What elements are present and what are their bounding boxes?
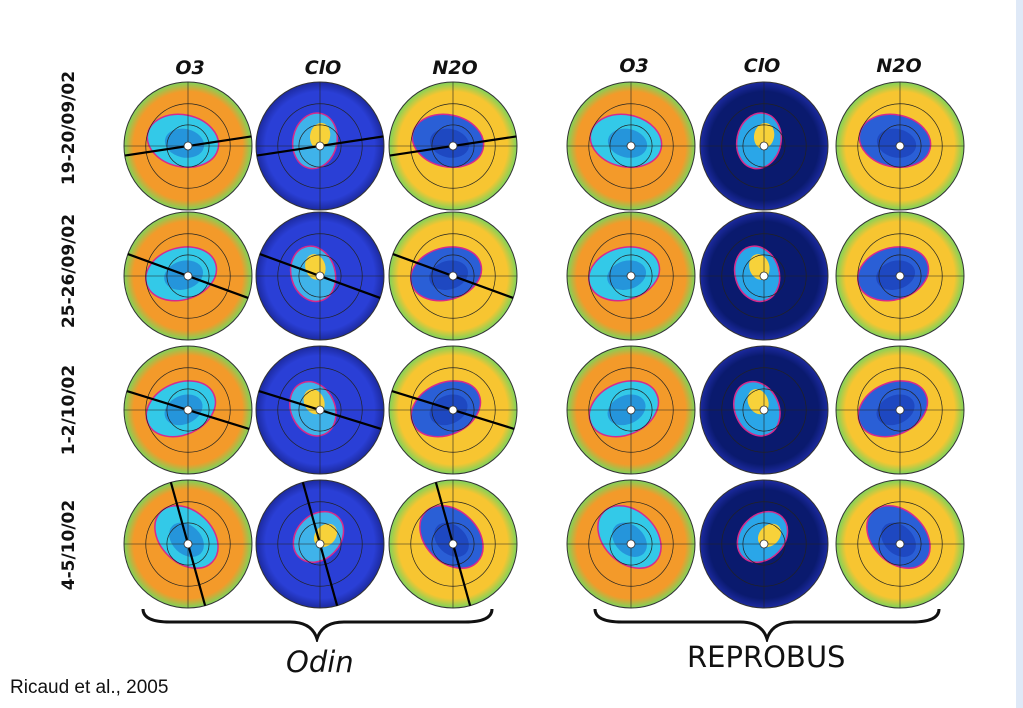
polar-map-odin-o3-row4 — [123, 479, 253, 609]
odin-brace — [141, 608, 494, 642]
polar-map-reprobus-n2o-row1 — [835, 81, 965, 211]
polar-map-odin-o3-row3 — [123, 345, 253, 475]
polar-map-reprobus-n2o-row2 — [835, 211, 965, 341]
polar-map-reprobus-clo-row3 — [699, 345, 829, 475]
column-header-reprobus-clo: ClO — [743, 55, 781, 77]
polar-map-odin-n2o-row2 — [388, 211, 518, 341]
reprobus-group-label: REPROBUS — [687, 640, 846, 674]
polar-map-odin-clo-row1 — [255, 81, 385, 211]
reprobus-brace — [593, 608, 941, 642]
polar-map-reprobus-clo-row2 — [699, 211, 829, 341]
polar-map-reprobus-clo-row4 — [699, 479, 829, 609]
polar-map-reprobus-n2o-row4 — [835, 479, 965, 609]
polar-map-reprobus-o3-row2 — [566, 211, 696, 341]
column-header-reprobus-o3: O3 — [619, 55, 649, 77]
polar-map-reprobus-n2o-row3 — [835, 345, 965, 475]
polar-map-odin-n2o-row4 — [388, 479, 518, 609]
citation: Ricaud et al., 2005 — [10, 677, 169, 698]
polar-map-reprobus-clo-row1 — [699, 81, 829, 211]
polar-map-odin-o3-row2 — [123, 211, 253, 341]
slide-edge-accent — [1016, 0, 1023, 708]
polar-map-odin-o3-row1 — [123, 81, 253, 211]
odin-group-label: Odin — [286, 645, 354, 679]
polar-map-odin-n2o-row3 — [388, 345, 518, 475]
column-header-reprobus-n2o: N2O — [876, 55, 922, 77]
polar-map-reprobus-o3-row3 — [566, 345, 696, 475]
polar-map-reprobus-o3-row1 — [566, 81, 696, 211]
row-label-1: 19-20/09/02 — [59, 70, 79, 186]
column-header-odin-o3: O3 — [175, 57, 205, 79]
polar-map-odin-clo-row3 — [255, 345, 385, 475]
row-label-2: 25-26/09/02 — [59, 213, 79, 329]
polar-map-odin-clo-row2 — [255, 211, 385, 341]
polar-map-odin-clo-row4 — [255, 479, 385, 609]
polar-map-odin-n2o-row1 — [388, 81, 518, 211]
polar-map-reprobus-o3-row4 — [566, 479, 696, 609]
row-label-4: 4-5/10/02 — [59, 499, 79, 591]
column-header-odin-n2o: N2O — [432, 57, 478, 79]
column-header-odin-clo: ClO — [304, 57, 342, 79]
